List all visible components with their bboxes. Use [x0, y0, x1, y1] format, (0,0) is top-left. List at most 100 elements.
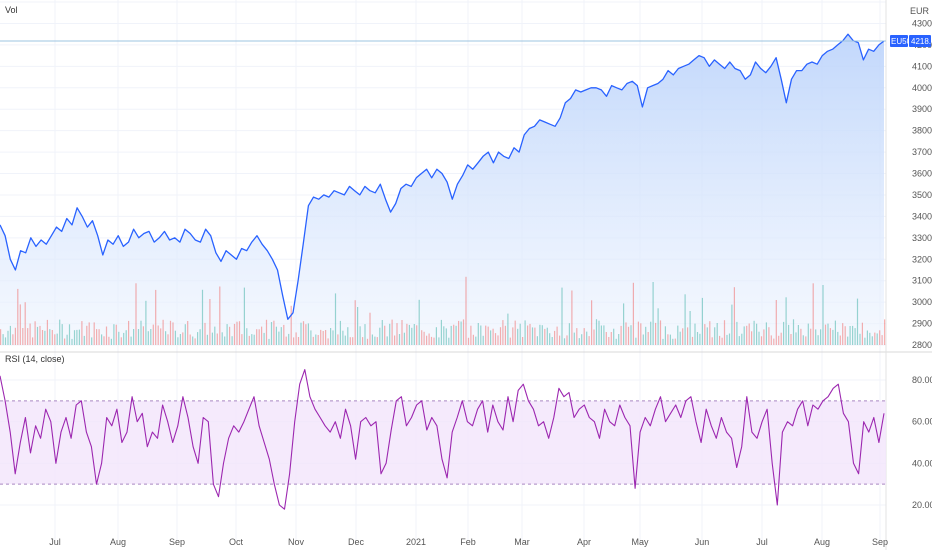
volume-bar	[475, 337, 476, 345]
volume-bar	[268, 339, 269, 345]
volume-bar	[771, 335, 772, 345]
volume-bar	[734, 287, 735, 345]
volume-bar	[362, 337, 363, 345]
volume-bar	[611, 332, 612, 345]
volume-bar	[128, 321, 129, 345]
volume-bar	[431, 337, 432, 345]
x-tick-label: Jun	[695, 537, 710, 547]
price-tick-label: 4100.0	[912, 61, 932, 71]
volume-bar	[569, 323, 570, 345]
volume-bar	[717, 323, 718, 345]
volume-bar	[42, 330, 43, 345]
volume-bar	[798, 325, 799, 345]
volume-bar	[832, 330, 833, 345]
volume-bar	[259, 329, 260, 345]
volume-bar	[488, 327, 489, 345]
volume-bar	[867, 331, 868, 346]
volume-bar	[236, 322, 237, 345]
volume-bar	[355, 300, 356, 345]
volume-bar	[527, 326, 528, 346]
volume-bar	[91, 337, 92, 345]
volume-bar	[308, 323, 309, 345]
volume-bar	[305, 324, 306, 345]
volume-bar	[369, 313, 370, 345]
volume-bar	[325, 330, 326, 345]
volume-bar	[204, 323, 205, 345]
volume-bar	[480, 326, 481, 346]
volume-bar	[822, 285, 823, 345]
volume-bar	[195, 338, 196, 345]
volume-bar	[283, 325, 284, 345]
volume-bar	[364, 324, 365, 345]
volume-bar	[761, 336, 762, 345]
volume-bar	[744, 326, 745, 345]
volume-bar	[384, 326, 385, 345]
volume-bar	[54, 334, 55, 345]
volume-bar	[131, 337, 132, 345]
volume-bar	[512, 327, 513, 345]
volume-bar	[589, 336, 590, 345]
volume-bar	[522, 337, 523, 345]
x-tick-label: Feb	[460, 537, 476, 547]
volume-bar	[630, 325, 631, 345]
volume-bar	[436, 327, 437, 345]
volume-bar	[665, 326, 666, 345]
volume-bar	[458, 321, 459, 345]
volume-bar	[778, 336, 779, 345]
volume-bar	[808, 324, 809, 345]
volume-bar	[335, 293, 336, 345]
volume-bar	[232, 336, 233, 345]
volume-bar	[820, 329, 821, 345]
volume-bar	[507, 314, 508, 345]
volume-bar	[113, 324, 114, 345]
x-tick-label: Apr	[577, 537, 591, 547]
volume-bar	[106, 327, 107, 346]
volume-bar	[714, 327, 715, 345]
x-tick-label: Dec	[348, 537, 365, 547]
volume-bar	[165, 331, 166, 345]
volume-bar	[140, 321, 141, 345]
volume-bar	[478, 323, 479, 345]
volume-bar	[379, 328, 380, 345]
volume-bar	[677, 326, 678, 345]
volume-bar	[0, 329, 1, 345]
volume-bar	[340, 321, 341, 345]
volume-bar	[840, 336, 841, 346]
volume-bar	[537, 336, 538, 345]
volume-bar	[219, 287, 220, 346]
volume-bar	[387, 336, 388, 345]
volume-bar	[579, 338, 580, 345]
volume-bar	[318, 335, 319, 345]
volume-bar	[153, 325, 154, 345]
volume-bar	[699, 334, 700, 345]
volume-bar	[419, 300, 420, 345]
x-tick-label: Aug	[814, 537, 830, 547]
volume-bar	[345, 336, 346, 345]
volume-bar	[483, 336, 484, 345]
volume-bar	[367, 339, 368, 345]
volume-bar	[337, 334, 338, 345]
volume-bar	[741, 334, 742, 345]
volume-bar	[323, 331, 324, 345]
volume-bar	[872, 336, 873, 345]
volume-bar	[763, 329, 764, 345]
volume-bar	[416, 325, 417, 345]
volume-bar	[461, 322, 462, 346]
volume-bar	[10, 326, 11, 345]
volume-bar	[37, 327, 38, 345]
volume-bar	[864, 338, 865, 345]
volume-bar	[532, 327, 533, 345]
volume-bar	[121, 337, 122, 345]
volume-bar	[175, 331, 176, 345]
volume-bar	[261, 327, 262, 345]
volume-bar	[670, 335, 671, 345]
price-tick-label: 3700.0	[912, 147, 932, 157]
volume-bar	[254, 335, 255, 345]
price-tick-label: 2800.0	[912, 340, 932, 350]
volume-bar	[167, 334, 168, 345]
price-tick-label: 4300.0	[912, 18, 932, 28]
volume-bar	[392, 320, 393, 345]
volume-bar	[103, 336, 104, 345]
volume-bar	[768, 327, 769, 345]
volume-bar	[835, 321, 836, 345]
